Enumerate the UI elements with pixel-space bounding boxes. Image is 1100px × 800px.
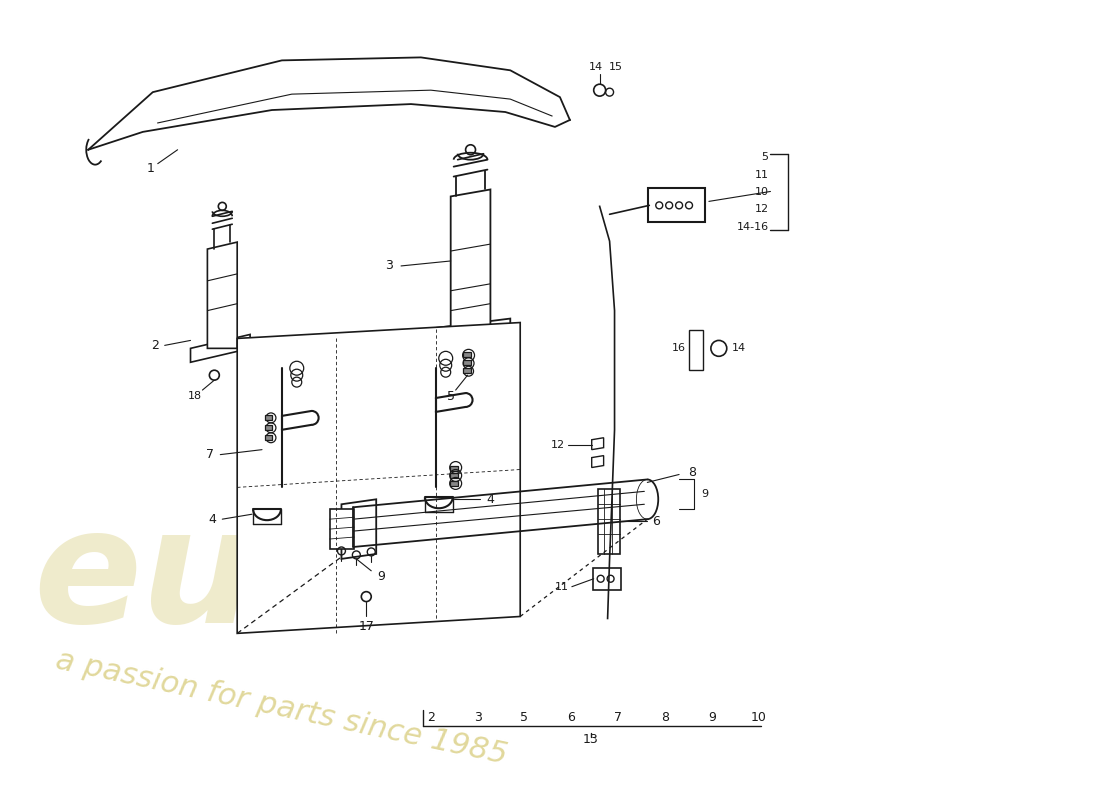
Polygon shape	[341, 499, 376, 559]
Bar	[265, 425, 272, 430]
Polygon shape	[190, 334, 250, 362]
Text: 3: 3	[385, 259, 393, 273]
Text: 2: 2	[427, 711, 434, 724]
Text: 3: 3	[474, 711, 482, 724]
Text: 14-16: 14-16	[736, 222, 769, 232]
Polygon shape	[238, 322, 520, 634]
Bar	[265, 415, 272, 420]
Text: 17: 17	[359, 620, 374, 633]
Text: 10: 10	[750, 711, 767, 724]
Text: 9: 9	[702, 490, 708, 499]
Text: 6: 6	[568, 711, 575, 724]
Bar	[265, 434, 272, 440]
Text: 5: 5	[447, 390, 454, 402]
Polygon shape	[592, 438, 604, 450]
Polygon shape	[208, 242, 238, 348]
Text: 5: 5	[761, 152, 769, 162]
Text: 1: 1	[147, 162, 155, 175]
Text: 4: 4	[208, 513, 217, 526]
Text: 4: 4	[486, 493, 494, 506]
Text: 14: 14	[588, 62, 603, 72]
Text: 11: 11	[554, 582, 569, 592]
Text: 12: 12	[755, 204, 769, 214]
Text: 6: 6	[652, 514, 660, 528]
Text: 18: 18	[187, 391, 201, 401]
Bar	[450, 482, 458, 486]
Text: 9: 9	[707, 711, 716, 724]
Text: 15: 15	[608, 62, 623, 72]
Text: a passion for parts since 1985: a passion for parts since 1985	[54, 646, 510, 770]
Text: 5: 5	[520, 711, 528, 724]
Text: 7: 7	[207, 448, 215, 461]
Bar	[463, 352, 471, 358]
Polygon shape	[431, 318, 510, 346]
FancyBboxPatch shape	[593, 568, 620, 590]
Bar	[463, 368, 471, 373]
Text: 8: 8	[688, 466, 696, 479]
Bar	[597, 490, 619, 554]
Bar	[330, 510, 354, 549]
Bar	[689, 330, 703, 370]
Polygon shape	[451, 190, 491, 337]
Text: 11: 11	[755, 170, 769, 179]
Bar	[450, 474, 458, 478]
Text: 9: 9	[377, 570, 385, 583]
Text: 10: 10	[755, 187, 769, 198]
Text: 2: 2	[151, 339, 158, 352]
Text: 16: 16	[672, 343, 686, 354]
Bar	[463, 360, 471, 366]
FancyBboxPatch shape	[648, 189, 705, 222]
Text: 8: 8	[661, 711, 669, 724]
Text: euro: euro	[34, 502, 444, 656]
Text: 13: 13	[583, 733, 598, 746]
Bar	[450, 466, 458, 470]
Text: 7: 7	[614, 711, 623, 724]
Polygon shape	[592, 456, 604, 467]
Text: 12: 12	[551, 440, 565, 450]
Text: 14: 14	[732, 343, 746, 354]
